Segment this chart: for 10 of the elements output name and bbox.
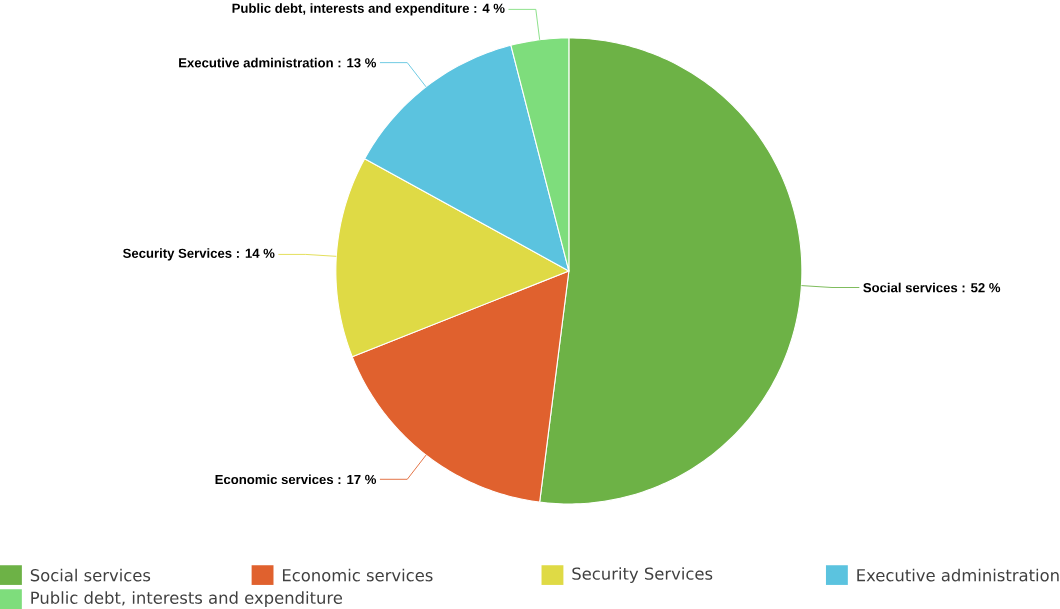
data-label: Economic services : 17 % xyxy=(215,474,377,485)
data-label: Executive administration : 13 % xyxy=(179,57,377,68)
data-label: Public debt, interests and expenditure : 4 % xyxy=(232,3,505,16)
data-label: Security Services : 14 % xyxy=(123,248,275,261)
legend-label: Executive administration xyxy=(857,568,1059,582)
legend-label: Public debt, interests and expenditure xyxy=(31,591,343,608)
legend-label: Social services xyxy=(30,568,151,582)
data-label: Social services : 52 % xyxy=(863,282,1001,293)
legend-label: Economic services xyxy=(282,568,433,582)
legend-label: Security Services xyxy=(572,567,713,584)
